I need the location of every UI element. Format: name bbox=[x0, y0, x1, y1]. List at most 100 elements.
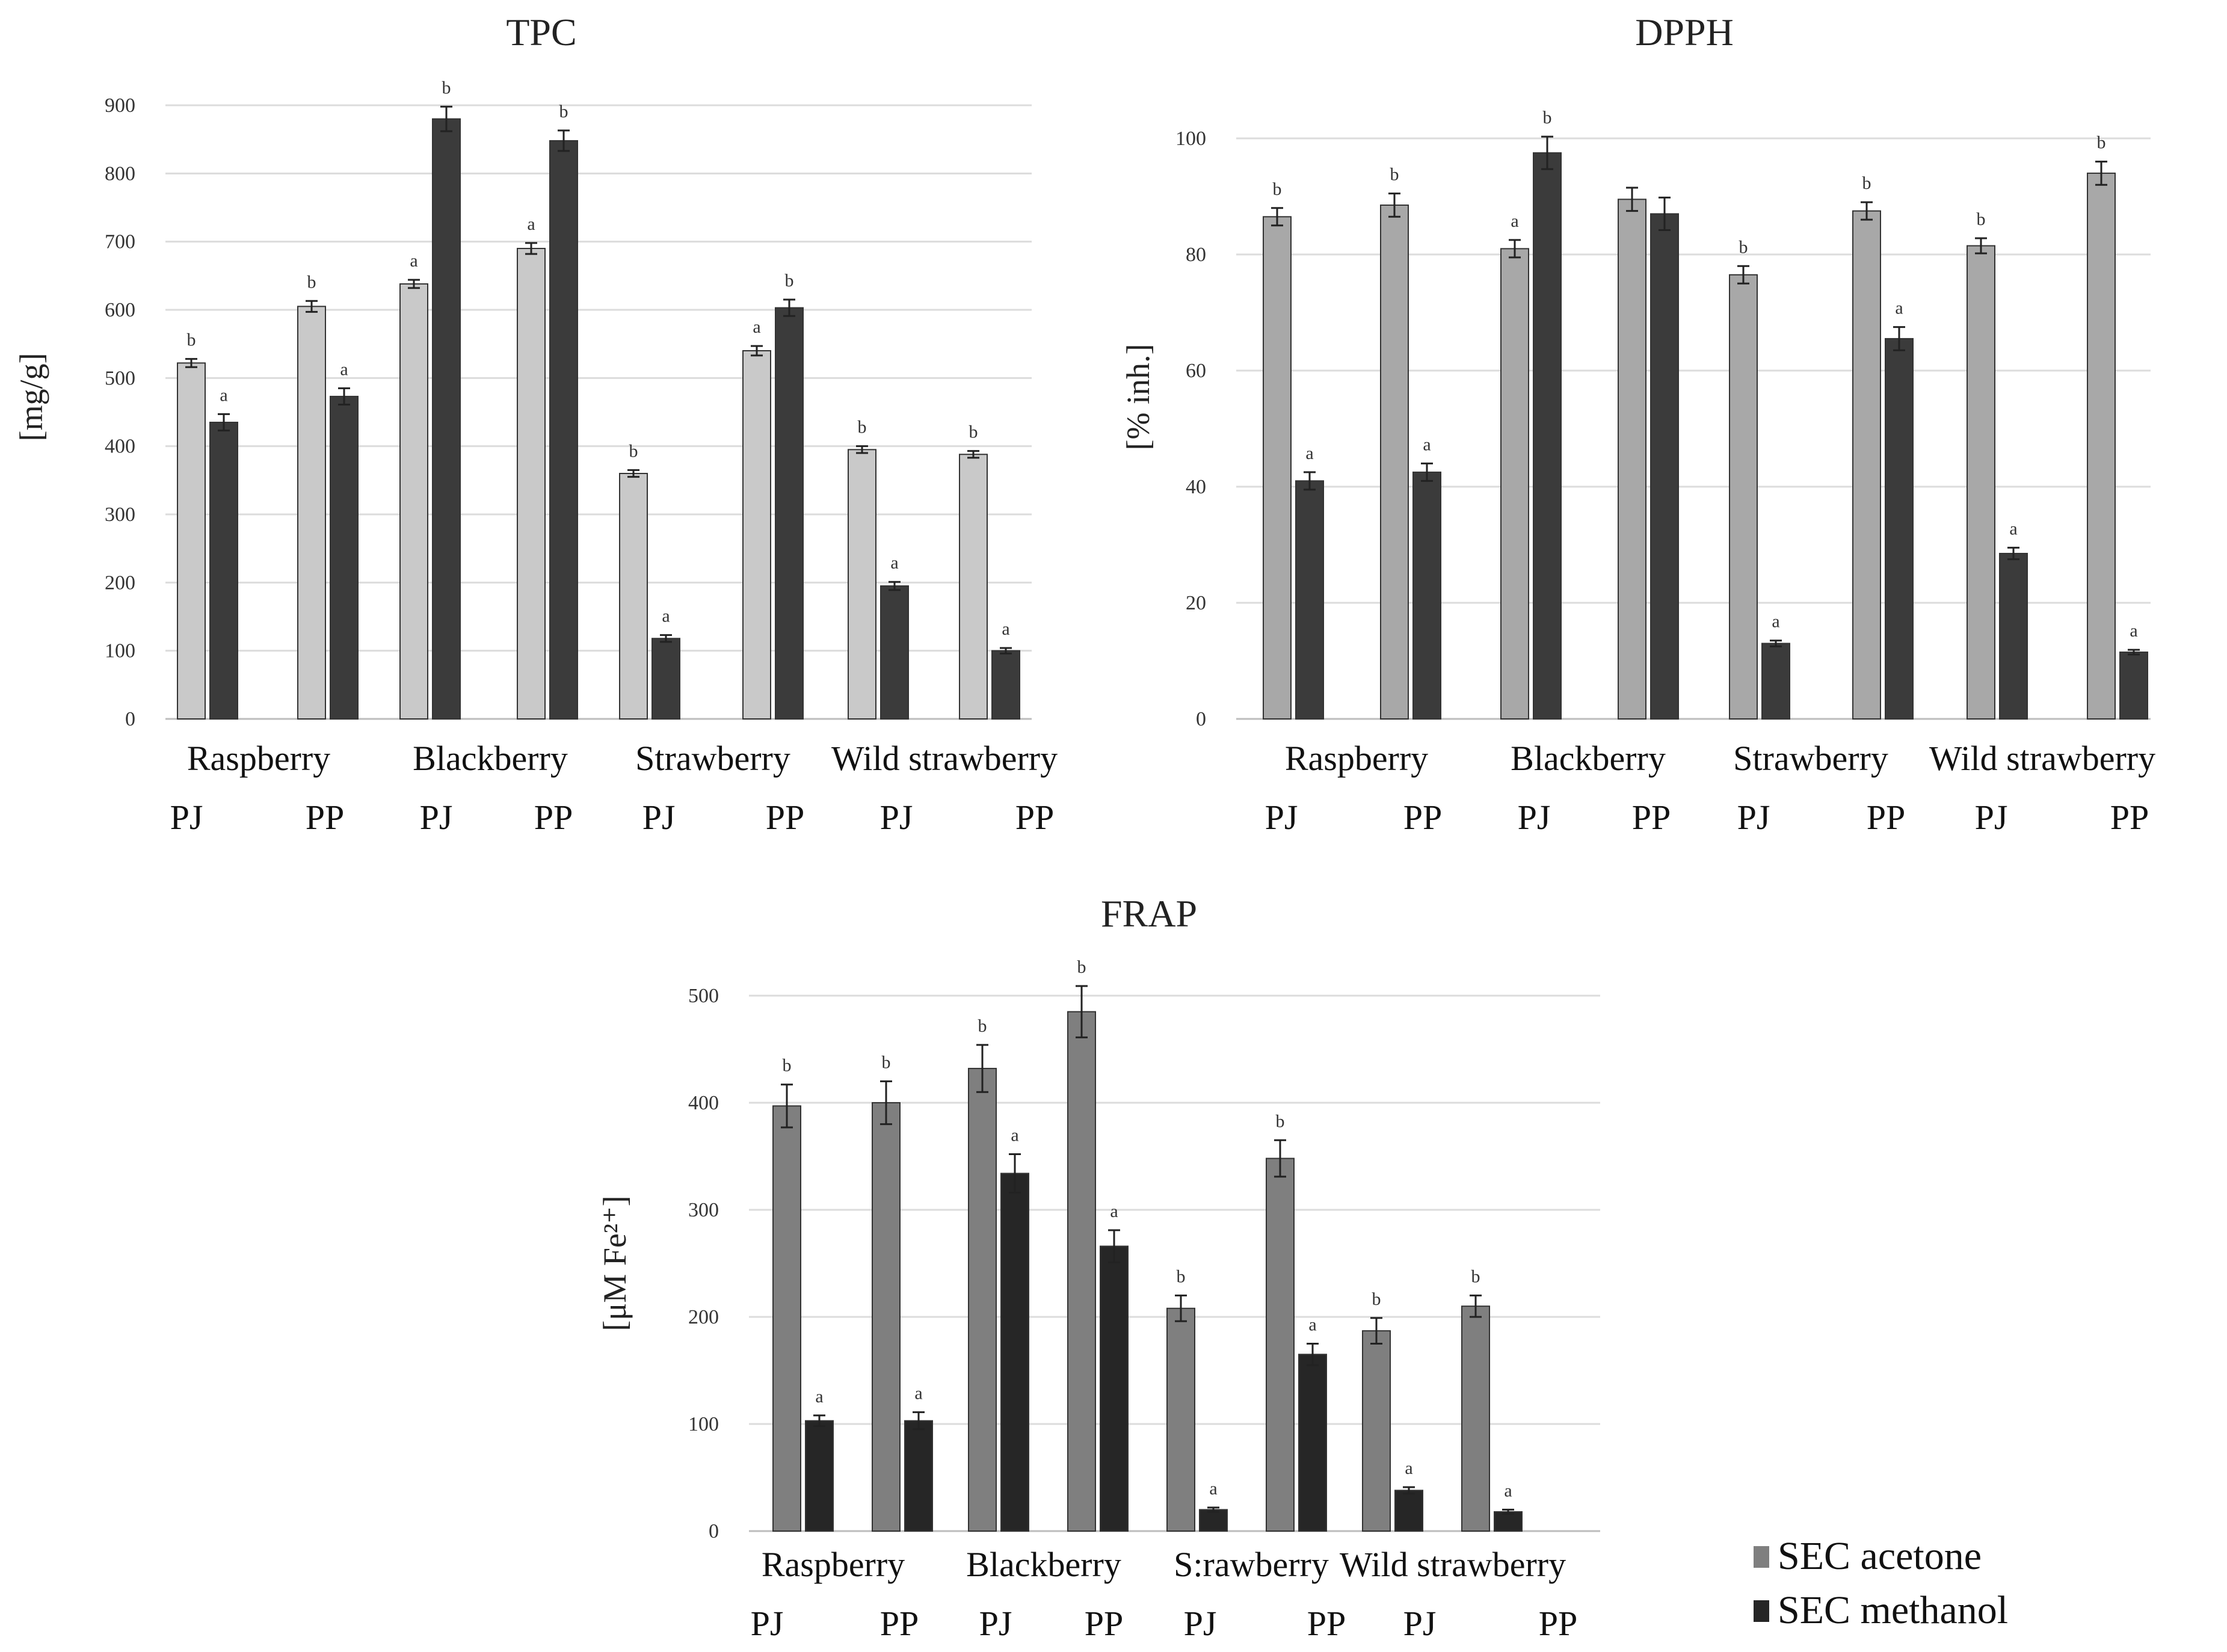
frap-bar-methanol bbox=[805, 1420, 834, 1532]
tpc-significance-letter: a bbox=[220, 385, 227, 405]
frap-title: FRAP bbox=[1101, 892, 1197, 935]
dpph-y-tick: 40 bbox=[1186, 476, 1206, 498]
dpph-significance-letter: b bbox=[1273, 179, 1282, 199]
frap-bar-acetone bbox=[1362, 1330, 1391, 1532]
tpc-y-tick: 400 bbox=[105, 436, 135, 458]
tpc-y-axis-label: [mg/g] bbox=[13, 353, 49, 442]
dpph-group-label: PJ bbox=[1975, 798, 2008, 837]
tpc-y-tick: 800 bbox=[105, 162, 135, 185]
tpc-significance-letter: b bbox=[559, 102, 568, 122]
frap-group-label: PJ bbox=[1403, 1604, 1437, 1643]
tpc-significance-letter: b bbox=[442, 78, 451, 97]
tpc-group-label: PP bbox=[306, 798, 345, 837]
legend-label-acetone: SEC acetone bbox=[1778, 1534, 1982, 1578]
tpc-group-label: PP bbox=[1015, 798, 1055, 837]
dpph-bar-methanol bbox=[1885, 337, 1914, 720]
dpph-y-tick: 80 bbox=[1186, 244, 1206, 266]
frap-bar-acetone bbox=[1461, 1305, 1490, 1532]
frap-bar-methanol bbox=[1199, 1509, 1228, 1532]
tpc-significance-letter: b bbox=[858, 418, 867, 437]
legend-swatch-acetone bbox=[1754, 1546, 1769, 1568]
tpc-bar-acetone bbox=[399, 283, 428, 720]
frap-bar-acetone bbox=[872, 1102, 901, 1532]
tpc-group-label: PJ bbox=[170, 798, 203, 837]
dpph-category-label: Blackberry bbox=[1511, 739, 1666, 778]
tpc-significance-letter: b bbox=[785, 271, 794, 291]
tpc-significance-letter: b bbox=[187, 330, 196, 350]
tpc-bar-acetone bbox=[848, 449, 876, 720]
dpph-bar-methanol bbox=[1999, 552, 2028, 720]
dpph-significance-letter: b bbox=[2097, 133, 2106, 153]
frap-chart: FRAP [μM Fe²⁺] 0 100 200 300 400 500 b b b b b b b b a a a… bbox=[597, 892, 1600, 1643]
frap-y-tick: 300 bbox=[688, 1199, 719, 1221]
dpph-category-label: Raspberry bbox=[1285, 739, 1428, 778]
frap-significance-letter: b bbox=[882, 1052, 891, 1072]
tpc-group-label: PJ bbox=[420, 798, 453, 837]
dpph-group-label: PJ bbox=[1518, 798, 1551, 837]
frap-significance-letter: b bbox=[1471, 1266, 1480, 1286]
frap-bar-methanol bbox=[1100, 1245, 1129, 1532]
dpph-significance-letter: b bbox=[1543, 108, 1552, 128]
dpph-significance-letter: a bbox=[1305, 443, 1313, 463]
dpph-significance-letter: b bbox=[1977, 209, 1986, 229]
frap-significance-letter: a bbox=[815, 1387, 823, 1407]
dpph-y-axis-label: [% inh.] bbox=[1120, 344, 1156, 451]
frap-significance-letter: b bbox=[1276, 1111, 1285, 1131]
tpc-y-tick: 200 bbox=[105, 572, 135, 594]
tpc-significance-letter: a bbox=[753, 317, 760, 337]
frap-group-label: PJ bbox=[751, 1604, 784, 1643]
tpc-category-label: Blackberry bbox=[413, 739, 568, 778]
dpph-significance-letter: a bbox=[1895, 298, 1903, 318]
frap-category-label: S:rawberry bbox=[1174, 1545, 1329, 1584]
tpc-significance-letter: b bbox=[629, 441, 638, 461]
tpc-significance-letter: a bbox=[340, 359, 348, 379]
frap-bar-methanol bbox=[1298, 1354, 1327, 1532]
tpc-significance-letter: b bbox=[969, 422, 978, 442]
tpc-significance-letter: b bbox=[307, 272, 316, 292]
dpph-bar-acetone bbox=[1380, 204, 1409, 720]
frap-bar-acetone bbox=[1166, 1307, 1195, 1532]
dpph-bar-methanol bbox=[1761, 643, 1790, 720]
tpc-y-tick: 500 bbox=[105, 367, 135, 389]
tpc-y-tick: 0 bbox=[125, 708, 135, 730]
frap-significance-letter: a bbox=[1308, 1315, 1316, 1335]
tpc-category-label: Strawberry bbox=[635, 739, 790, 778]
tpc-significance-letter: a bbox=[1002, 619, 1009, 639]
tpc-y-tick: 900 bbox=[105, 94, 135, 117]
dpph-category-label: Wild strawberry bbox=[1929, 739, 2155, 778]
frap-group-label: PP bbox=[880, 1604, 919, 1643]
frap-y-tick: 200 bbox=[688, 1306, 719, 1328]
tpc-bar-acetone bbox=[517, 248, 546, 720]
dpph-significance-letter: a bbox=[2130, 621, 2137, 641]
tpc-category-label: Wild strawberry bbox=[831, 739, 1058, 778]
dpph-bar-acetone bbox=[1852, 210, 1881, 720]
tpc-bar-acetone bbox=[742, 350, 771, 720]
frap-significance-letter: a bbox=[914, 1383, 922, 1403]
tpc-group-label: PJ bbox=[642, 798, 676, 837]
tpc-y-tick: 100 bbox=[105, 640, 135, 662]
tpc-bar-methanol bbox=[880, 585, 909, 720]
frap-significance-letter: b bbox=[1077, 957, 1086, 977]
frap-group-label: PP bbox=[1539, 1604, 1578, 1643]
frap-significance-letter: a bbox=[1405, 1458, 1412, 1478]
tpc-bar-methanol bbox=[549, 140, 578, 720]
tpc-significance-letter: a bbox=[662, 606, 670, 626]
tpc-group-label: PP bbox=[766, 798, 805, 837]
frap-y-tick: 400 bbox=[688, 1092, 719, 1114]
frap-category-label: Blackberry bbox=[966, 1545, 1121, 1584]
dpph-y-tick: 20 bbox=[1186, 592, 1206, 614]
tpc-y-tick: 600 bbox=[105, 299, 135, 321]
legend-label-methanol: SEC methanol bbox=[1778, 1588, 2008, 1632]
tpc-bar-acetone bbox=[297, 306, 326, 720]
tpc-y-tick: 700 bbox=[105, 231, 135, 253]
tpc-bar-methanol bbox=[651, 638, 680, 720]
dpph-category-label: Strawberry bbox=[1733, 739, 1888, 778]
frap-y-tick: 500 bbox=[688, 985, 719, 1007]
dpph-y-tick: 100 bbox=[1175, 128, 1206, 150]
dpph-significance-letter: a bbox=[1772, 612, 1779, 632]
frap-bar-acetone bbox=[1266, 1157, 1295, 1532]
tpc-bar-acetone bbox=[177, 362, 206, 720]
tpc-category-label: Raspberry bbox=[187, 739, 330, 778]
dpph-bar-methanol bbox=[1295, 480, 1324, 720]
